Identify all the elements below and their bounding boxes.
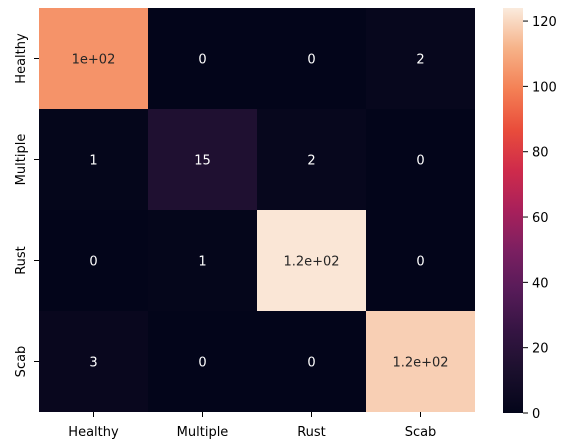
heatmap-cell-multiple-rust [257,109,366,210]
x-tick-label: Multiple [177,425,229,440]
cell-annotation: 1.2e+02 [283,255,339,270]
heatmap-cell-multiple-multiple [148,109,257,210]
colorbar-gradient [503,8,523,413]
colorbar-tick-label: 60 [532,211,549,226]
colorbar-tick-label: 20 [532,342,549,357]
y-tick-label: Multiple [14,134,29,186]
cell-annotation: 0 [416,255,424,270]
cell-annotation: 2 [416,53,424,68]
y-tick-label: Scab [14,346,29,378]
x-tick-label: Rust [297,425,326,440]
cell-annotation: 2 [307,154,315,169]
heatmap-cell-healthy-scab [366,8,475,109]
colorbar-tick-label: 80 [532,146,549,161]
heatmap-cell-scab-rust [257,311,366,412]
heatmap-cells [39,8,475,412]
heatmap-cell-rust-healthy [39,210,148,311]
heatmap-cell-multiple-healthy [39,109,148,210]
heatmap-cell-scab-multiple [148,311,257,412]
heatmap-cell-rust-multiple [148,210,257,311]
cell-annotation: 0 [198,53,206,68]
cell-annotation: 1 [89,154,97,169]
x-tick-label: Scab [405,425,437,440]
heatmap-axes: Healthy Multiple Rust Scab Healthy Multiple Ru… [14,33,436,440]
cell-annotation: 15 [194,154,211,169]
cell-annotation: 0 [307,53,315,68]
heatmap-cell-healthy-healthy [39,8,148,109]
heatmap-annotations: 1e+02 0 0 2 1 15 2 0 0 1 1.2e+02 0 3 0 0 1.2e+02 [72,53,449,371]
colorbar-tick-label: 40 [532,276,549,291]
heatmap-cell-healthy-multiple [148,8,257,109]
heatmap-cell-multiple-scab [366,109,475,210]
cell-annotation: 1.2e+02 [392,356,448,371]
cell-annotation: 0 [416,154,424,169]
heatmap-cell-healthy-rust [257,8,366,109]
colorbar-tick-label: 100 [532,80,557,95]
colorbar-tick-label: 0 [532,407,540,422]
colorbar-tick-label: 120 [532,15,557,30]
cell-annotation: 0 [198,356,206,371]
cell-annotation: 1e+02 [72,53,116,68]
heatmap-cell-rust-scab [366,210,475,311]
x-tick-label: Healthy [68,425,119,440]
colorbar: 0 20 40 60 80 100 120 [503,8,557,422]
heatmap-cell-scab-healthy [39,311,148,412]
heatmap-cell-scab-scab [366,311,475,412]
cell-annotation: 0 [307,356,315,371]
cell-annotation: 3 [89,356,97,371]
y-tick-label: Healthy [14,33,29,84]
cell-annotation: 1 [198,255,206,270]
y-tick-label: Rust [14,246,29,275]
heatmap-cell-rust-rust [257,210,366,311]
cell-annotation: 0 [89,255,97,270]
